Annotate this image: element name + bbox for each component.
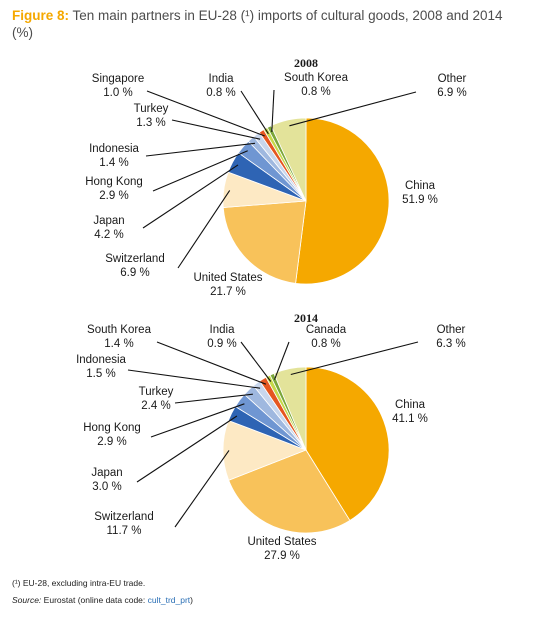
slice-value-2014-canada: 0.8 % — [311, 338, 340, 350]
leader-line-2008-japan — [142, 164, 239, 229]
leader-line-2008-switzerland — [177, 190, 231, 269]
leader-line-2008-turkey — [171, 119, 261, 140]
slice-label-2014-south-korea: South Korea — [87, 324, 152, 336]
slice-value-2008-turkey: 1.3 % — [136, 117, 165, 129]
figure-title-text: Ten main partners in EU-28 (¹) imports o… — [72, 8, 503, 23]
slice-label-2014-indonesia: Indonesia — [76, 354, 126, 366]
footnote-text: (¹) EU-28, excluding intra-EU trade. — [12, 578, 146, 588]
source-code-link[interactable]: cult_trd_prt — [147, 595, 191, 605]
leader-line-2014-hong-kong — [150, 403, 245, 438]
slice-value-2014-turkey: 2.4 % — [141, 400, 170, 412]
slice-value-2014-united-states: 27.9 % — [264, 550, 300, 562]
slice-label-2014-japan: Japan — [91, 467, 122, 479]
slice-label-2008-china: China — [405, 180, 436, 192]
footnote-source: Source: Eurostat (online data code: cult… — [12, 595, 193, 605]
chart-title-2014: 2014 — [294, 311, 318, 325]
slice-value-2008-other: 6.9 % — [437, 87, 466, 99]
slice-value-2008-indonesia: 1.4 % — [99, 157, 128, 169]
pie-slice-2014-other — [273, 366, 307, 451]
slice-label-2014-canada: Canada — [306, 324, 347, 336]
leader-line-2008-india — [240, 90, 269, 135]
pie-slice-2008-united-states — [222, 200, 307, 284]
source-close: ) — [190, 595, 194, 605]
leader-line-2014-india — [240, 341, 272, 382]
source-label: Source: — [12, 595, 42, 605]
source-text: Eurostat (online data code: — [43, 595, 146, 605]
slice-value-2008-hong-kong: 2.9 % — [99, 190, 128, 202]
slice-value-2008-south-korea: 0.8 % — [301, 86, 330, 98]
slice-label-2014-india: India — [210, 324, 236, 336]
leader-line-2014-canada — [273, 341, 290, 380]
leader-line-2008-south-korea — [271, 89, 275, 133]
slice-value-2014-china: 41.1 % — [392, 413, 428, 425]
slice-label-2014-hong-kong: Hong Kong — [83, 422, 141, 434]
slice-value-2014-hong-kong: 2.9 % — [97, 436, 126, 448]
slice-value-2008-singapore: 1.0 % — [103, 87, 132, 99]
leader-line-2014-other — [290, 341, 419, 376]
slice-value-2008-japan: 4.2 % — [94, 229, 123, 241]
pie-slice-2008-other — [270, 117, 307, 202]
slice-value-2014-indonesia: 1.5 % — [86, 368, 115, 380]
slice-value-2008-india: 0.8 % — [206, 87, 235, 99]
slice-label-2008-other: Other — [438, 73, 467, 85]
leader-line-2008-indonesia — [145, 142, 256, 157]
pie-slice-2014-china — [305, 366, 390, 522]
leader-line-2014-switzerland — [174, 450, 230, 528]
slice-label-2014-turkey: Turkey — [139, 386, 174, 398]
leader-line-2008-other — [289, 91, 417, 127]
leader-line-2014-south-korea — [156, 341, 267, 385]
leader-line-2014-japan — [136, 415, 238, 483]
slice-label-2008-singapore: Singapore — [92, 73, 144, 85]
leader-line-2014-indonesia — [127, 369, 261, 389]
slice-value-2008-china: 51.9 % — [402, 194, 438, 206]
slice-value-2008-united-states: 21.7 % — [210, 286, 246, 298]
slice-label-2008-india: India — [209, 73, 235, 85]
chart-title-2008: 2008 — [294, 56, 318, 70]
slice-label-2008-hong-kong: Hong Kong — [85, 176, 143, 188]
slice-label-2008-turkey: Turkey — [134, 103, 169, 115]
slice-label-2008-united-states: United States — [193, 272, 262, 284]
leader-line-2008-singapore — [146, 90, 265, 137]
slice-value-2014-india: 0.9 % — [207, 338, 236, 350]
slice-value-2014-south-korea: 1.4 % — [104, 338, 133, 350]
slice-label-2014-other: Other — [437, 324, 466, 336]
figure-title: Figure 8: Ten main partners in EU-28 (¹)… — [12, 7, 548, 41]
figure-number: Figure 8: — [12, 8, 70, 23]
slice-label-2008-switzerland: Switzerland — [105, 253, 164, 265]
slice-label-2014-switzerland: Switzerland — [94, 511, 153, 523]
pie-slice-2014-united-states — [228, 449, 351, 534]
slice-value-2014-japan: 3.0 % — [92, 481, 121, 493]
slice-label-2008-japan: Japan — [93, 215, 124, 227]
slice-label-2008-south-korea: South Korea — [284, 72, 349, 84]
slice-value-2014-other: 6.3 % — [436, 338, 465, 350]
slice-value-2008-switzerland: 6.9 % — [120, 267, 149, 279]
leader-line-2008-hong-kong — [152, 150, 248, 192]
pie-slice-2008-china — [295, 117, 390, 285]
figure-unit: (%) — [12, 25, 33, 40]
slice-label-2008-indonesia: Indonesia — [89, 143, 139, 155]
slice-label-2014-china: China — [395, 399, 426, 411]
slice-value-2014-switzerland: 11.7 % — [107, 525, 142, 537]
footnote-note: (¹) EU-28, excluding intra-EU trade. — [12, 578, 145, 588]
slice-label-2014-united-states: United States — [247, 536, 316, 548]
leader-line-2014-turkey — [174, 393, 253, 404]
